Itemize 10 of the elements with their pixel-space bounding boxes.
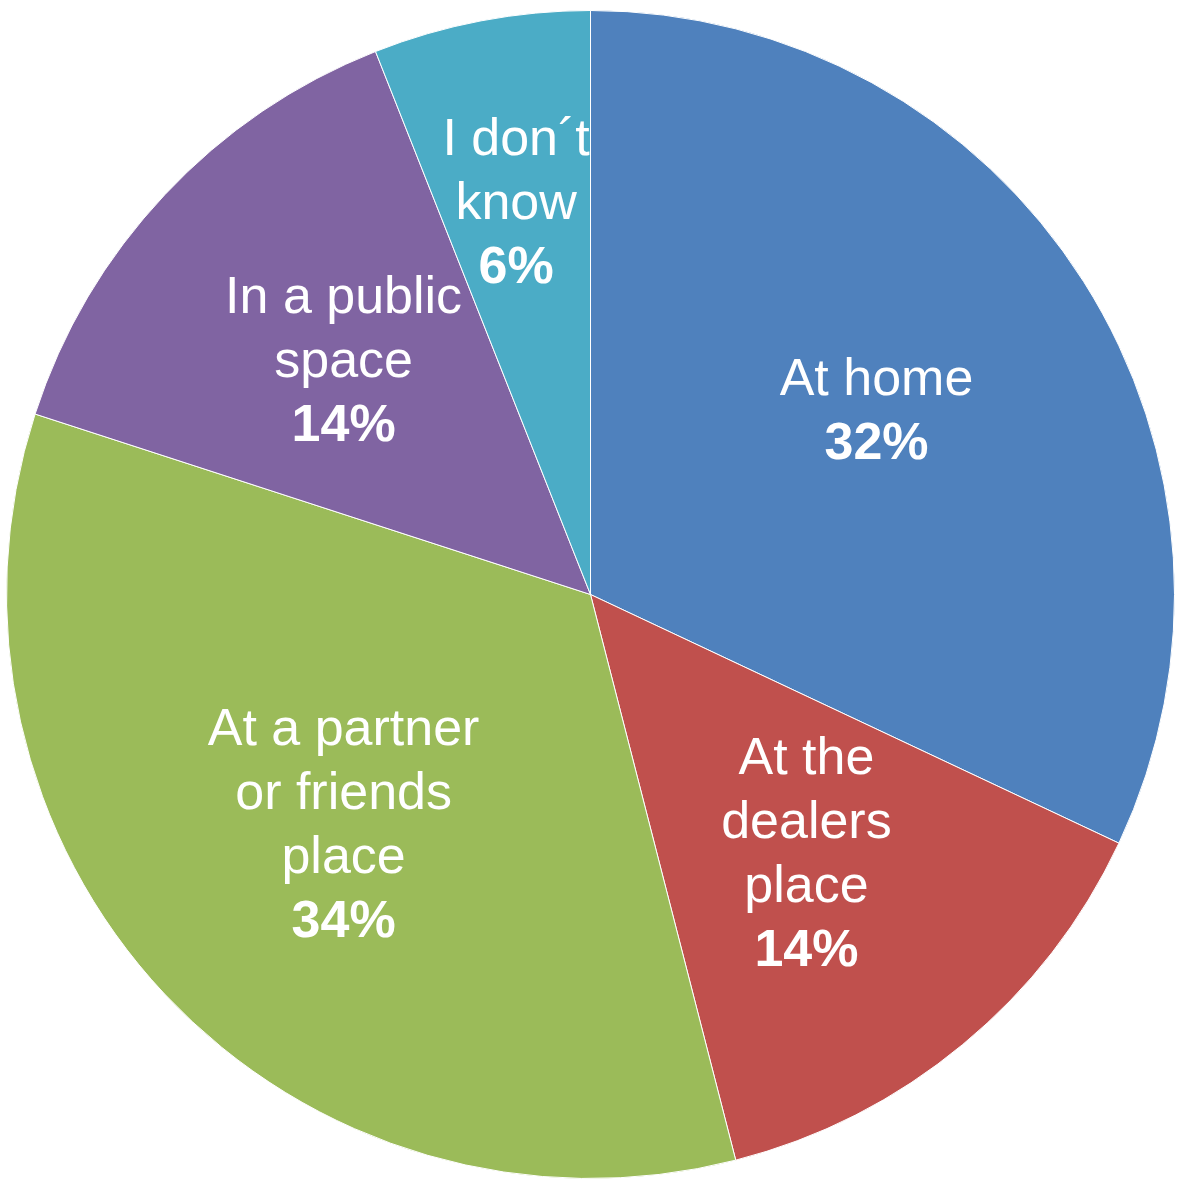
data-label: 14% bbox=[754, 918, 859, 977]
data-label: 6% bbox=[478, 235, 554, 294]
data-label: 32% bbox=[824, 412, 929, 471]
data-label: 14% bbox=[291, 393, 396, 452]
slice-label: At a partner or friends place bbox=[207, 697, 480, 884]
slice-label: At the dealers place bbox=[721, 726, 892, 913]
slice-label: I don´t know bbox=[442, 107, 591, 230]
data-label: 34% bbox=[291, 889, 396, 948]
slice-label: At home bbox=[779, 348, 974, 407]
slice-label: In a public space bbox=[225, 265, 463, 388]
